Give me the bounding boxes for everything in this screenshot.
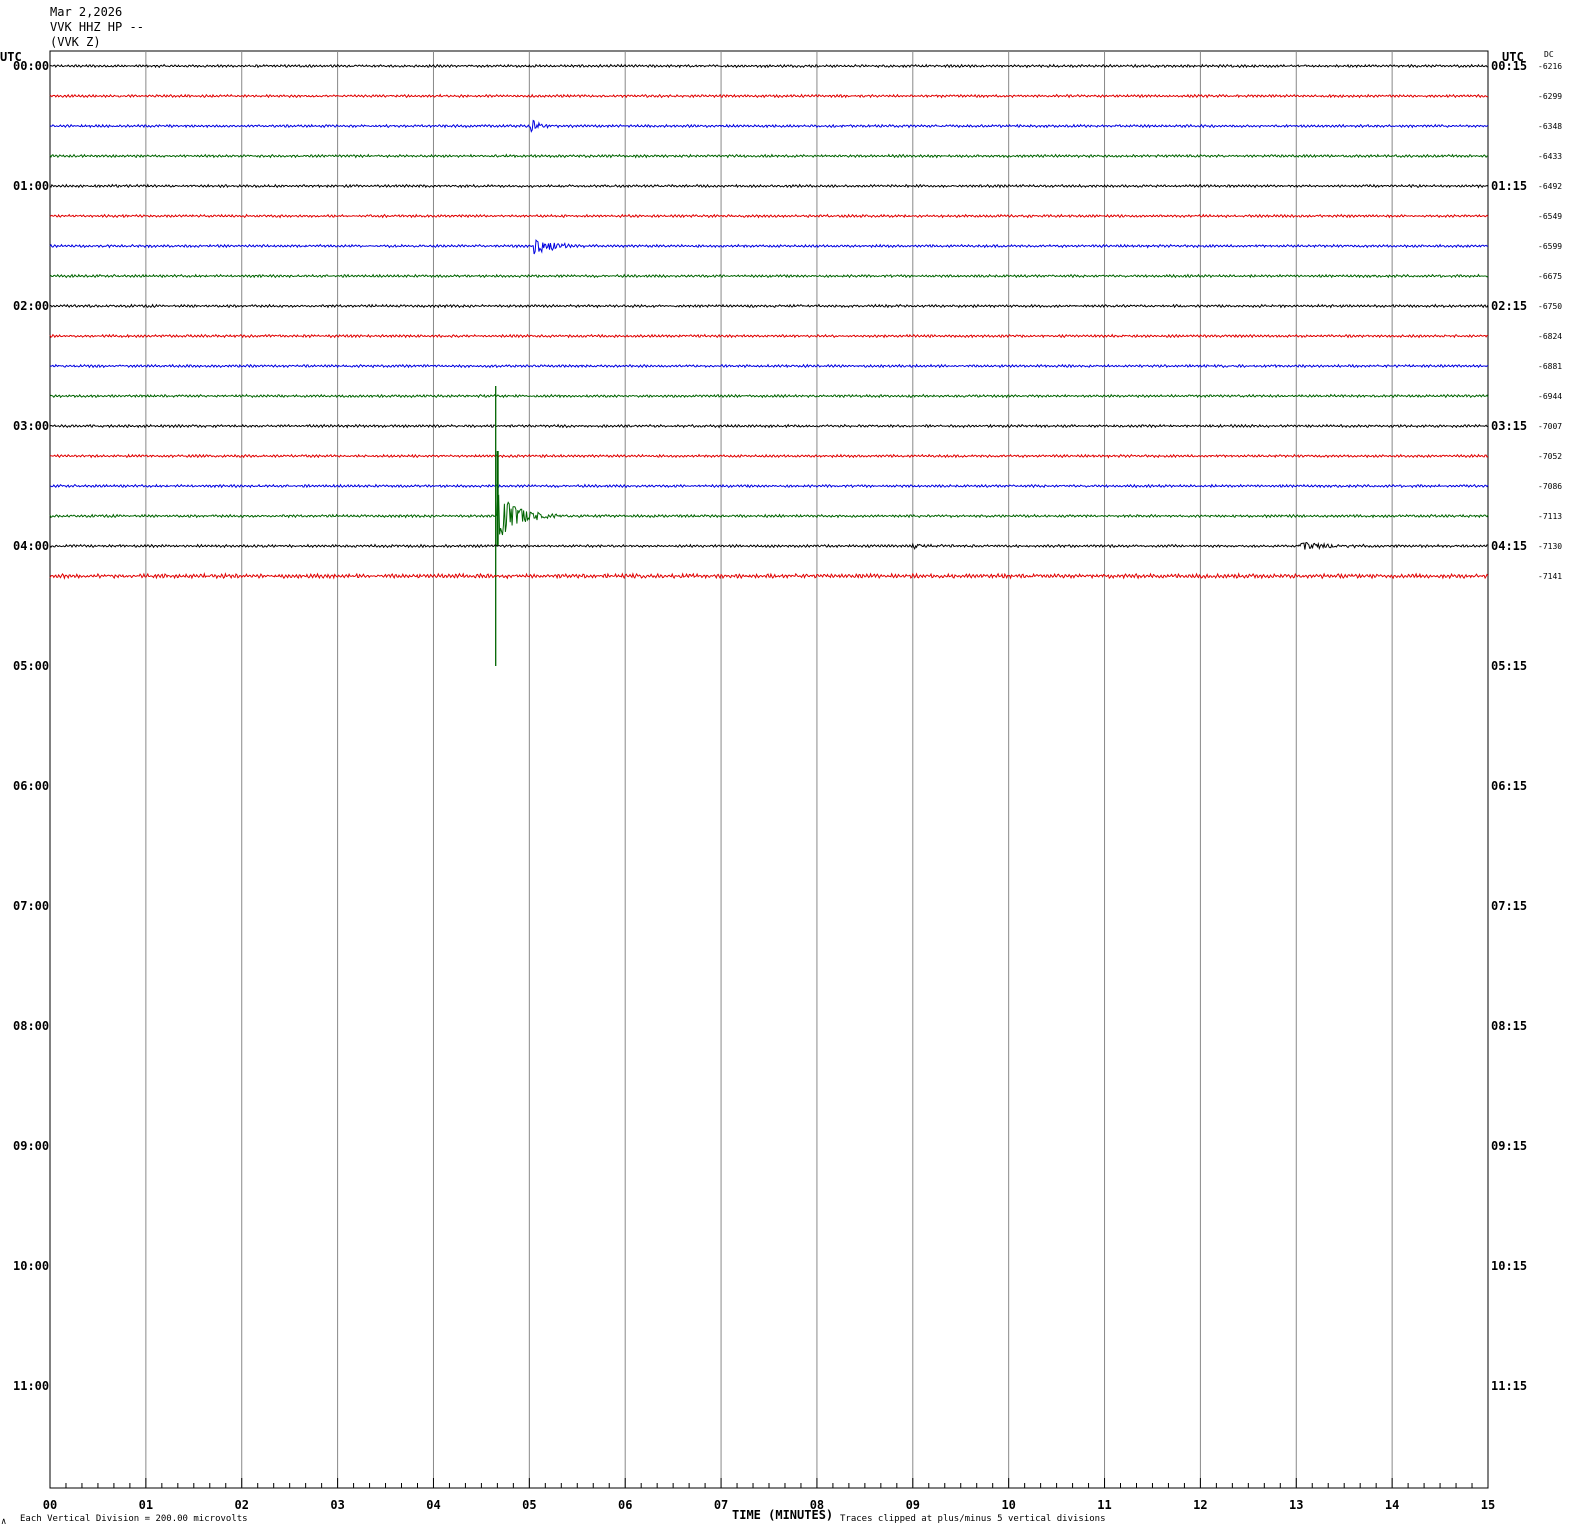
hour-label-right-0: 00:15 [1491, 59, 1527, 73]
x-tick-label-02: 02 [235, 1498, 249, 1512]
trace-04-15 [49, 572, 1489, 580]
dc-value-5: -6549 [1538, 212, 1562, 221]
hour-label-right-8: 08:15 [1491, 1019, 1527, 1033]
trace-03-30 [49, 483, 1489, 489]
minute-grid [145, 51, 1393, 1488]
channel-label: VVK HHZ HP -- [50, 20, 144, 34]
hour-label-right-11: 11:15 [1491, 1379, 1527, 1393]
hour-labels: 00:00 01:00 02:00 03:00 04:00 05:00 06:00 07:00… [13, 59, 1527, 1393]
hour-label-left-6: 06:00 [13, 779, 49, 793]
x-tick-label-01: 01 [139, 1498, 153, 1512]
dc-value-12: -7007 [1538, 422, 1562, 431]
dc-value-1: -6299 [1538, 92, 1562, 101]
dc-value-11: -6944 [1538, 392, 1562, 401]
trace-03-15 [49, 453, 1489, 459]
hour-label-left-11: 11:00 [13, 1379, 49, 1393]
plot-frame [49, 50, 1489, 1489]
trace-04-00 [49, 541, 1489, 551]
scale-note: Each Vertical Division = 200.00 microvol… [20, 1514, 248, 1524]
x-tick-label-11: 11 [1097, 1498, 1111, 1512]
dc-value-6: -6599 [1538, 242, 1562, 251]
x-axis: 00 01 02 03 04 05 06 07 08 09 10 11 12 13 14 15 [43, 1478, 1495, 1512]
dc-value-7: -6675 [1538, 272, 1562, 281]
hour-label-right-1: 01:15 [1491, 179, 1527, 193]
dc-labels: -6216 -6299 -6348 -6433 -6492 -6549 -6599 -6675… [1538, 62, 1562, 581]
trace-01-15 [49, 213, 1489, 219]
hour-label-right-3: 03:15 [1491, 419, 1527, 433]
hour-label-left-10: 10:00 [13, 1259, 49, 1273]
clip-note: Traces clipped at plus/minus 5 vertical … [840, 1514, 1106, 1524]
dc-value-17: -7141 [1538, 572, 1562, 581]
dc-label: DC [1544, 50, 1554, 59]
hour-label-right-5: 05:15 [1491, 659, 1527, 673]
hour-label-left-0: 00:00 [13, 59, 49, 73]
hour-label-left-4: 04:00 [13, 539, 49, 553]
hour-label-left-1: 01:00 [13, 179, 49, 193]
x-tick-label-12: 12 [1193, 1498, 1207, 1512]
x-tick-label-06: 06 [618, 1498, 632, 1512]
date-label: Mar 2,2026 [50, 5, 122, 19]
trace-01-00 [49, 183, 1489, 189]
x-tick-label-07: 07 [714, 1498, 728, 1512]
x-tick-label-13: 13 [1289, 1498, 1303, 1512]
hour-label-left-2: 02:00 [13, 299, 49, 313]
x-tick-label-00: 00 [43, 1498, 57, 1512]
hour-label-left-5: 05:00 [13, 659, 49, 673]
dc-value-4: -6492 [1538, 182, 1562, 191]
dc-value-10: -6881 [1538, 362, 1562, 371]
trace-02-30 [49, 363, 1489, 369]
x-tick-label-09: 09 [906, 1498, 920, 1512]
utc-right-label: UTC [1502, 50, 1524, 64]
dc-value-0: -6216 [1538, 62, 1562, 71]
trace-02-45 [49, 393, 1489, 399]
trace-03-00 [49, 423, 1489, 429]
trace-01-45 [49, 273, 1489, 279]
x-tick-label-08: 08 [810, 1498, 824, 1512]
dc-value-8: -6750 [1538, 302, 1562, 311]
x-axis-label: TIME (MINUTES) [732, 1508, 833, 1522]
hour-label-left-8: 08:00 [13, 1019, 49, 1033]
dc-value-13: -7052 [1538, 452, 1562, 461]
x-tick-label-03: 03 [330, 1498, 344, 1512]
trace-00-15 [49, 93, 1489, 99]
dc-value-3: -6433 [1538, 152, 1562, 161]
x-tick-label-10: 10 [1001, 1498, 1015, 1512]
trace-02-15 [49, 333, 1489, 339]
x-tick-label-05: 05 [522, 1498, 536, 1512]
hour-label-left-7: 07:00 [13, 899, 49, 913]
trace-03-45 [49, 494, 1489, 536]
trace-00-00 [49, 63, 1489, 69]
hour-label-right-10: 10:15 [1491, 1259, 1527, 1273]
hour-label-right-4: 04:15 [1491, 539, 1527, 553]
dc-value-15: -7113 [1538, 512, 1562, 521]
x-tick-label-14: 14 [1385, 1498, 1399, 1512]
dc-value-2: -6348 [1538, 122, 1562, 131]
trace-group [49, 63, 1489, 666]
hour-label-right-2: 02:15 [1491, 299, 1527, 313]
dc-value-14: -7086 [1538, 482, 1562, 491]
hour-label-left-9: 09:00 [13, 1139, 49, 1153]
trace-00-45 [49, 153, 1489, 159]
hour-label-right-6: 06:15 [1491, 779, 1527, 793]
utc-left-label: UTC [0, 50, 22, 64]
dc-value-16: -7130 [1538, 542, 1562, 551]
trace-00-30 [49, 119, 1489, 133]
dc-value-9: -6824 [1538, 332, 1562, 341]
trace-01-30 [49, 239, 1489, 255]
hour-label-right-7: 07:15 [1491, 899, 1527, 913]
x-tick-label-04: 04 [426, 1498, 440, 1512]
station-label: (VVK Z) [50, 35, 101, 49]
hour-label-right-9: 09:15 [1491, 1139, 1527, 1153]
hour-label-left-3: 03:00 [13, 419, 49, 433]
trace-02-00 [49, 303, 1489, 309]
corner-mark: ∧ [1, 1517, 6, 1527]
x-tick-label-15: 15 [1481, 1498, 1495, 1512]
